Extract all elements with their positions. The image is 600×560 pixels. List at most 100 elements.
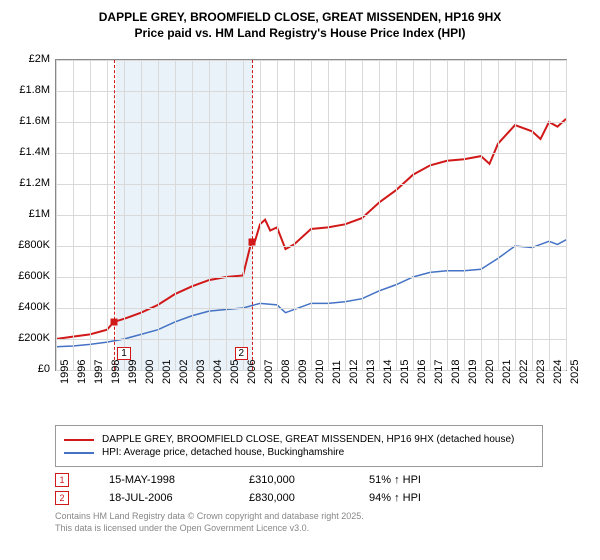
x-axis-label: 2024 [552,360,564,384]
sale-point-marker [110,319,117,326]
gridline-v [345,60,346,370]
y-axis-label: £400K [10,301,50,313]
sale-date: 18-JUL-2006 [109,492,209,504]
y-axis-label: £1M [10,208,50,220]
y-axis-label: £1.4M [10,146,50,158]
x-axis-label: 2001 [161,360,173,384]
sale-price: £830,000 [249,492,329,504]
y-axis-label: £2M [10,53,50,65]
gridline-v [90,60,91,370]
legend: DAPPLE GREY, BROOMFIELD CLOSE, GREAT MIS… [55,425,543,467]
x-axis-label: 2018 [450,360,462,384]
x-axis-label: 1999 [127,360,139,384]
gridline-v [566,60,567,370]
gridline-v [260,60,261,370]
gridline-v [498,60,499,370]
x-axis-label: 1996 [76,360,88,384]
sales-row: 2 18-JUL-2006 £830,000 94% ↑ HPI [55,491,590,505]
y-axis-label: £800K [10,239,50,251]
x-axis-label: 2023 [535,360,547,384]
x-axis-label: 2008 [280,360,292,384]
gridline-v [379,60,380,370]
y-axis-label: £200K [10,332,50,344]
gridline-v [158,60,159,370]
gridline-v [192,60,193,370]
gridline-v [209,60,210,370]
chart: 12 £0£200K£400K£600K£800K£1M£1.2M£1.4M£1… [20,49,580,419]
plot-area: 12 [55,59,567,371]
x-axis-label: 2002 [178,360,190,384]
footnote-line1: Contains HM Land Registry data © Crown c… [55,511,590,523]
legend-swatch-red [64,439,94,441]
gridline-v [413,60,414,370]
footnote-line2: This data is licensed under the Open Gov… [55,523,590,535]
gridline-v [430,60,431,370]
x-axis-label: 2021 [501,360,513,384]
legend-label-blue: HPI: Average price, detached house, Buck… [102,447,344,458]
gridline-v [175,60,176,370]
x-axis-label: 2014 [382,360,394,384]
x-axis-label: 2003 [195,360,207,384]
x-axis-label: 1995 [59,360,71,384]
y-axis-label: £600K [10,270,50,282]
x-axis-label: 2016 [416,360,428,384]
x-axis-label: 2011 [331,361,343,385]
title-line2: Price paid vs. HM Land Registry's House … [10,26,590,42]
footnote: Contains HM Land Registry data © Crown c… [55,511,590,534]
gridline-v [396,60,397,370]
gridline-v [515,60,516,370]
chart-title: DAPPLE GREY, BROOMFIELD CLOSE, GREAT MIS… [10,10,590,41]
x-axis-label: 2013 [365,360,377,384]
sale-delta: 51% ↑ HPI [369,474,421,486]
gridline-v [226,60,227,370]
sale-callout: 2 [235,347,249,360]
gridline-v [481,60,482,370]
x-axis-label: 2017 [433,360,445,384]
gridline-v [73,60,74,370]
gridline-v [141,60,142,370]
gridline-v [447,60,448,370]
x-axis-label: 2005 [229,360,241,384]
gridline-v [243,60,244,370]
legend-row-blue: HPI: Average price, detached house, Buck… [64,447,534,458]
x-axis-label: 2000 [144,360,156,384]
gridline-v [532,60,533,370]
x-axis-label: 2022 [518,360,530,384]
y-axis-label: £1.8M [10,84,50,96]
x-axis-label: 1997 [93,360,105,384]
sale-price: £310,000 [249,474,329,486]
legend-swatch-blue [64,452,94,454]
sale-date: 15-MAY-1998 [109,474,209,486]
x-axis-label: 2010 [314,360,326,384]
y-axis-label: £0 [10,363,50,375]
x-axis-label: 2015 [399,360,411,384]
x-axis-label: 2012 [348,360,360,384]
legend-row-red: DAPPLE GREY, BROOMFIELD CLOSE, GREAT MIS… [64,434,534,445]
x-axis-label: 2007 [263,360,275,384]
gridline-v [56,60,57,370]
gridline-v [464,60,465,370]
x-axis-label: 2019 [467,360,479,384]
gridline-v [311,60,312,370]
sale-marker-icon: 2 [55,491,69,505]
sale-callout: 1 [117,347,131,360]
gridline-v [277,60,278,370]
gridline-v [328,60,329,370]
sale-marker-icon: 1 [55,473,69,487]
sale-point-marker [248,238,255,245]
gridline-v [549,60,550,370]
x-axis-label: 2025 [569,360,581,384]
y-axis-label: £1.6M [10,115,50,127]
gridline-v [107,60,108,370]
x-axis-label: 2020 [484,360,496,384]
y-axis-label: £1.2M [10,177,50,189]
legend-label-red: DAPPLE GREY, BROOMFIELD CLOSE, GREAT MIS… [102,434,514,445]
gridline-v [362,60,363,370]
sales-row: 1 15-MAY-1998 £310,000 51% ↑ HPI [55,473,590,487]
gridline-v [124,60,125,370]
sale-delta: 94% ↑ HPI [369,492,421,504]
x-axis-label: 2009 [297,360,309,384]
x-axis-label: 1998 [110,360,122,384]
title-line1: DAPPLE GREY, BROOMFIELD CLOSE, GREAT MIS… [10,10,590,26]
sales-table: 1 15-MAY-1998 £310,000 51% ↑ HPI 2 18-JU… [55,473,590,505]
